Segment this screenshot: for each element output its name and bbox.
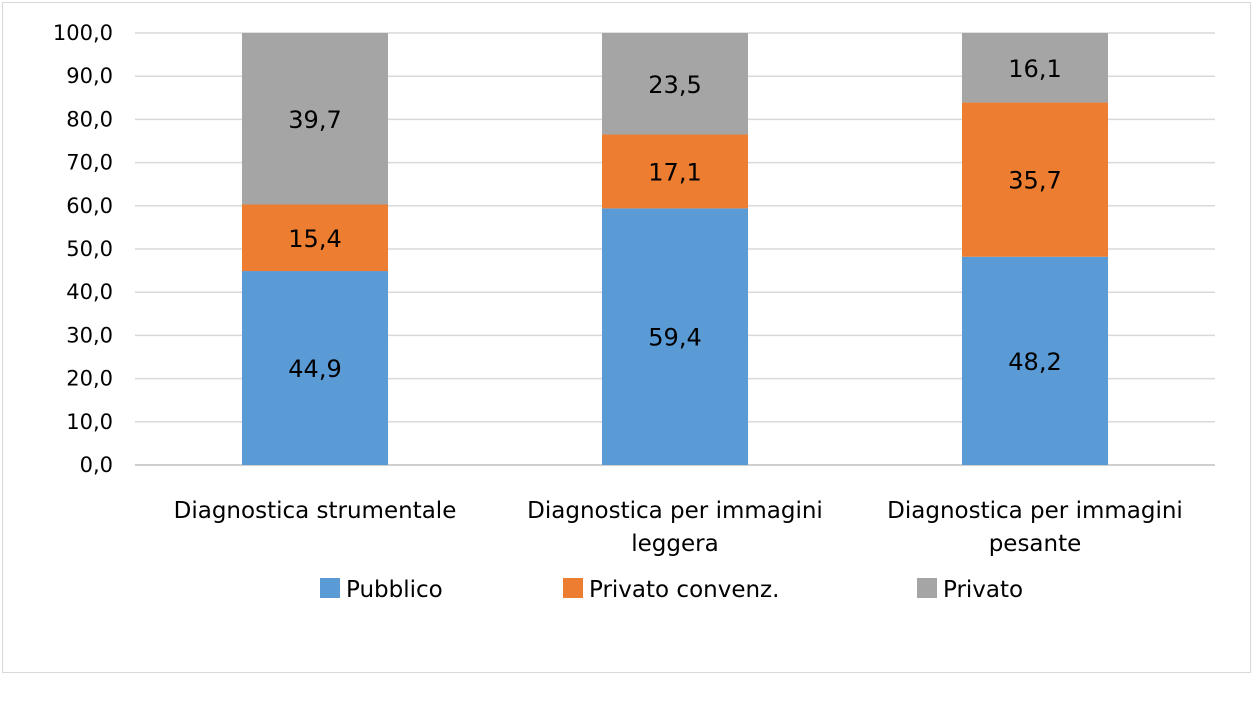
- legend-swatch: [563, 578, 583, 598]
- bar-segment: [602, 33, 748, 135]
- y-tick-label: 20,0: [66, 367, 113, 391]
- bar-segment: [962, 102, 1108, 257]
- category-label: leggera: [631, 531, 718, 557]
- data-label: 59,4: [648, 324, 701, 352]
- category-label: Diagnostica strumentale: [174, 498, 457, 524]
- legend-label: Privato convenz.: [589, 577, 779, 603]
- data-label: 44,9: [288, 355, 341, 383]
- legend-swatch: [917, 578, 937, 598]
- data-label: 17,1: [648, 158, 701, 186]
- data-label: 39,7: [288, 106, 341, 134]
- data-label: 35,7: [1008, 167, 1061, 195]
- legend-label: Privato: [943, 577, 1023, 603]
- y-tick-label: 10,0: [66, 410, 113, 434]
- bar-segment: [962, 33, 1108, 103]
- legend-swatch: [320, 578, 340, 598]
- bar-segment: [242, 204, 388, 272]
- bar-segment: [242, 271, 388, 465]
- bar-segment: [602, 208, 748, 465]
- legend-label: Pubblico: [346, 577, 443, 603]
- data-label: 48,2: [1008, 348, 1061, 376]
- y-tick-label: 40,0: [66, 280, 113, 304]
- bar-segment: [962, 256, 1108, 465]
- y-tick-label: 50,0: [66, 237, 113, 261]
- y-tick-label: 80,0: [66, 107, 113, 131]
- y-tick-label: 100,0: [53, 21, 113, 45]
- y-tick-label: 60,0: [66, 194, 113, 218]
- bar-segment: [602, 134, 748, 209]
- category-label: Diagnostica per immagini: [527, 498, 823, 524]
- data-label: 15,4: [288, 225, 341, 253]
- category-label: Diagnostica per immagini: [887, 498, 1183, 524]
- y-tick-label: 70,0: [66, 151, 113, 175]
- data-label: 23,5: [648, 71, 701, 99]
- y-tick-label: 0,0: [80, 453, 113, 477]
- category-label: pesante: [989, 531, 1082, 557]
- y-tick-label: 90,0: [66, 64, 113, 88]
- y-tick-label: 30,0: [66, 323, 113, 347]
- bar-segment: [242, 33, 388, 205]
- data-label: 16,1: [1008, 55, 1061, 83]
